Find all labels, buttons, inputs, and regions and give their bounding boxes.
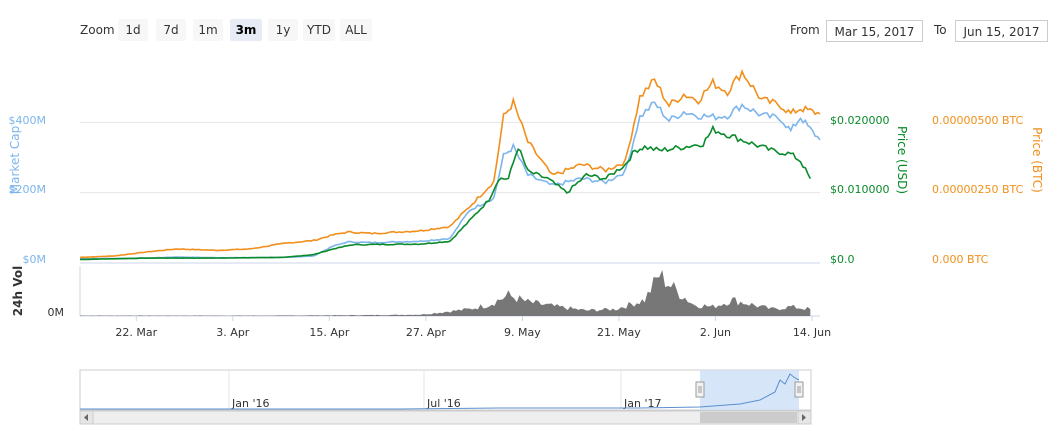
navigator-label-jan17: Jan '17 <box>623 397 661 410</box>
y-axis-title-btc: Price (BTC) <box>1030 127 1044 193</box>
y-tick-usd-010: $0.010000 <box>830 183 890 196</box>
grid-lines <box>79 121 820 317</box>
navigator-handle-left[interactable] <box>695 381 705 398</box>
zoom-3m-button[interactable]: 3m <box>230 19 262 41</box>
x-tick-label-2: 15. Apr <box>309 326 349 339</box>
to-date-input[interactable]: Jun 15, 2017 <box>955 20 1048 42</box>
series-line-market-cap <box>79 101 821 260</box>
y-axis-title-usd: Price (USD) <box>895 126 909 194</box>
zoom-ytd-button[interactable]: YTD <box>303 19 335 41</box>
y-tick-volume-0: 0M <box>48 306 65 319</box>
price-series <box>79 69 821 261</box>
series-line-price-btc <box>79 69 821 259</box>
series-line-price-usd <box>79 124 812 261</box>
volume-series <box>80 270 811 316</box>
volume-area <box>80 270 811 316</box>
from-date-input[interactable]: Mar 15, 2017 <box>826 20 923 42</box>
navigator-series <box>80 373 800 410</box>
zoom-1y-button[interactable]: 1y <box>268 19 298 41</box>
to-label: To <box>934 23 947 37</box>
x-tick-label-6: 2. Jun <box>700 326 731 339</box>
x-tick-label-3: 27. Apr <box>406 326 446 339</box>
x-tick-label-4: 9. May <box>504 326 541 339</box>
navigator-frame <box>79 369 812 411</box>
scrollbar-thumb[interactable] <box>700 412 797 423</box>
y-tick-btc-500: 0.00000500 BTC <box>932 114 1024 127</box>
y-tick-usd-0: $0.0 <box>830 253 855 266</box>
x-tick-label-7: 14. Jun <box>793 326 831 339</box>
from-label: From <box>790 23 820 37</box>
navigator-label-jan16: Jan '16 <box>231 397 269 410</box>
zoom-1d-button[interactable]: 1d <box>118 19 148 41</box>
zoom-1m-button[interactable]: 1m <box>193 19 223 41</box>
y-axis-title-volume: 24h Vol <box>11 266 25 316</box>
y-axis-title-mcap: Market Cap <box>8 126 22 194</box>
chevron-right-icon <box>802 414 806 421</box>
x-tick-label-0: 22. Mar <box>115 326 157 339</box>
y-tick-mcap-0: $0M <box>23 253 47 266</box>
x-tick-labels: 22. Mar 3. Apr 15. Apr 27. Apr 9. May 21. May… <box>115 316 831 339</box>
y-tick-usd-020: $0.020000 <box>830 114 890 127</box>
navigator-selection[interactable] <box>700 370 799 410</box>
zoom-7d-button[interactable]: 7d <box>156 19 186 41</box>
zoom-all-button[interactable]: ALL <box>340 19 372 41</box>
y-tick-mcap-200: $200M <box>9 183 47 196</box>
x-tick-label-5: 21. May <box>597 326 641 339</box>
chevron-left-icon <box>84 414 88 421</box>
x-tick-label-1: 3. Apr <box>216 326 249 339</box>
navigator-handle-right[interactable] <box>794 381 804 398</box>
y-tick-btc-0: 0.000 BTC <box>932 253 989 266</box>
navigator-label-jul16: Jul '16 <box>426 397 461 410</box>
zoom-label: Zoom <box>80 23 115 37</box>
y-tick-mcap-400: $400M <box>9 114 47 127</box>
y-tick-btc-250: 0.00000250 BTC <box>932 183 1024 196</box>
